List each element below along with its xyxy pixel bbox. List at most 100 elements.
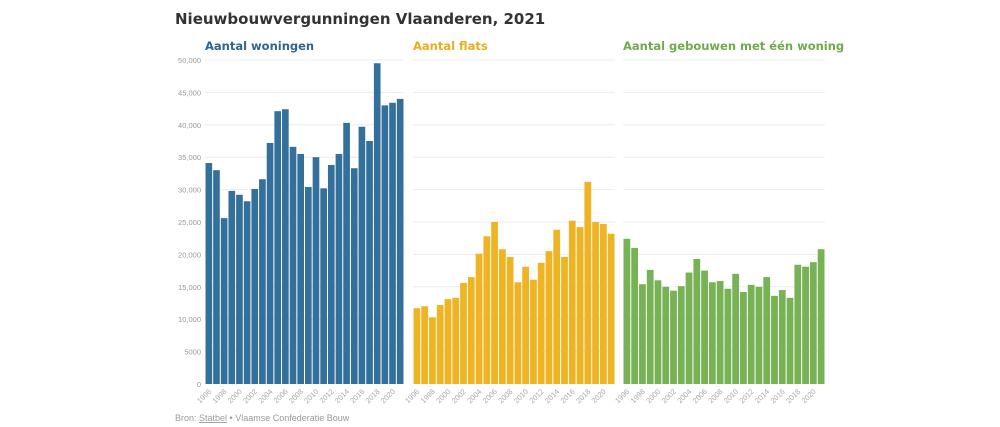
bar-2016 xyxy=(568,220,576,384)
bar-2017 xyxy=(576,227,584,384)
bar-2019 xyxy=(802,266,809,384)
x-tick-label: 2020 xyxy=(379,387,397,405)
bar-2010 xyxy=(312,157,320,384)
bar-2016 xyxy=(358,126,366,384)
x-tick-label: 2014 xyxy=(333,387,351,405)
x-tick-label: 2004 xyxy=(675,387,693,405)
bar-2003 xyxy=(467,277,475,384)
bar-2009 xyxy=(514,282,522,384)
bar-1996 xyxy=(623,238,631,384)
y-tick-label: 15,000 xyxy=(178,283,201,292)
bar-2005 xyxy=(483,236,491,384)
bar-2011 xyxy=(740,291,747,384)
bar-2020 xyxy=(389,102,396,384)
bar-2013 xyxy=(335,153,343,384)
y-tick-label: 10,000 xyxy=(178,315,201,324)
bar-2013 xyxy=(545,251,553,384)
x-tick-label: 2012 xyxy=(527,387,545,405)
bar-2007 xyxy=(498,249,506,384)
bar-2012 xyxy=(537,262,545,384)
x-tick-label: 2018 xyxy=(363,387,381,405)
bar-2003 xyxy=(677,286,685,384)
x-tick-label: 2004 xyxy=(465,387,483,405)
bar-2014 xyxy=(553,229,561,384)
x-tick-label: 2016 xyxy=(559,387,577,405)
x-tick-label: 2014 xyxy=(543,387,561,405)
bar-1996 xyxy=(413,308,421,384)
bar-2001 xyxy=(662,286,670,384)
bar-1998 xyxy=(220,218,228,384)
x-tick-label: 2012 xyxy=(737,387,755,405)
bar-1998 xyxy=(429,317,436,384)
bar-2002 xyxy=(460,282,467,384)
bar-2010 xyxy=(732,273,740,384)
bar-2019 xyxy=(381,105,389,385)
x-tick-label: 2008 xyxy=(496,387,514,405)
bar-2021 xyxy=(817,249,825,384)
bar-2006 xyxy=(491,222,498,384)
source-prefix: Bron: xyxy=(175,413,199,423)
bar-2014 xyxy=(343,122,350,384)
x-tick-label: 2010 xyxy=(302,387,320,405)
bar-2000 xyxy=(444,299,452,384)
y-tick-label: 20,000 xyxy=(178,250,201,259)
bar-2006 xyxy=(701,270,708,384)
x-tick-label: 2014 xyxy=(753,387,771,405)
bar-2002 xyxy=(670,290,677,384)
panel-title: Aantal flats xyxy=(413,39,488,53)
y-tick-label: 50,000 xyxy=(178,56,201,65)
bar-2007 xyxy=(289,146,297,384)
x-tick-label: 2016 xyxy=(348,387,366,405)
bar-2017 xyxy=(366,141,373,384)
bar-1999 xyxy=(646,269,654,384)
bar-2021 xyxy=(396,98,404,384)
x-tick-label: 2008 xyxy=(287,387,305,405)
panel-title: Aantal gebouwen met één woning xyxy=(623,39,844,53)
bar-2011 xyxy=(320,188,327,384)
source-link-statbel[interactable]: Statbel xyxy=(199,413,227,423)
x-tick-label: 2008 xyxy=(706,387,724,405)
x-tick-label: 2002 xyxy=(450,387,468,405)
x-tick-label: 2018 xyxy=(784,387,802,405)
bar-2015 xyxy=(771,295,778,384)
x-tick-label: 2002 xyxy=(241,387,259,405)
bar-2014 xyxy=(763,277,771,384)
bar-2015 xyxy=(561,256,568,384)
panel-title: Aantal woningen xyxy=(205,39,314,53)
x-tick-label: 2010 xyxy=(722,387,740,405)
bar-1997 xyxy=(421,306,429,384)
bar-2021 xyxy=(607,233,615,384)
bar-2005 xyxy=(274,111,282,384)
bar-2009 xyxy=(724,288,732,384)
x-tick-label: 2006 xyxy=(691,387,709,405)
y-tick-label: 25,000 xyxy=(178,218,201,227)
x-tick-label: 2000 xyxy=(434,387,452,405)
x-tick-label: 2004 xyxy=(256,387,274,405)
x-tick-label: 2006 xyxy=(272,387,290,405)
bar-2017 xyxy=(786,297,794,384)
chart-title: Nieuwbouwvergunningen Vlaanderen, 2021 xyxy=(175,10,545,28)
bar-2020 xyxy=(599,223,607,384)
bar-1998 xyxy=(639,284,646,384)
bar-2019 xyxy=(592,222,599,384)
bar-1997 xyxy=(213,170,220,384)
bar-2004 xyxy=(266,142,274,384)
y-tick-label: 45,000 xyxy=(178,88,201,97)
bar-2002 xyxy=(251,188,259,384)
y-tick-label: 5000 xyxy=(184,348,201,357)
bar-2015 xyxy=(350,168,358,384)
y-tick-label: 30,000 xyxy=(178,186,201,195)
bar-2010 xyxy=(522,266,530,384)
bar-2008 xyxy=(297,153,304,384)
bar-2004 xyxy=(475,253,483,384)
x-tick-label: 1996 xyxy=(195,387,213,405)
x-tick-label: 2020 xyxy=(590,387,608,405)
x-tick-label: 1996 xyxy=(613,387,631,405)
bar-2001 xyxy=(243,201,251,384)
bar-1999 xyxy=(228,190,236,384)
bar-2008 xyxy=(716,280,724,384)
bar-2020 xyxy=(809,262,817,384)
x-tick-label: 2020 xyxy=(800,387,818,405)
source-rest: • Vlaamse Confederatie Bouw xyxy=(227,413,350,423)
bar-2005 xyxy=(693,258,701,384)
